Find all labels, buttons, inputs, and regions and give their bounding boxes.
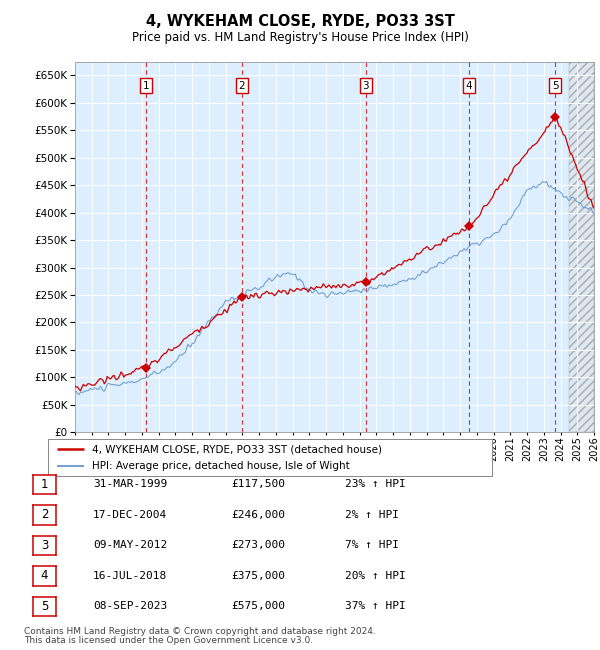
Text: 4, WYKEHAM CLOSE, RYDE, PO33 3ST: 4, WYKEHAM CLOSE, RYDE, PO33 3ST	[146, 14, 454, 29]
Text: 2% ↑ HPI: 2% ↑ HPI	[345, 510, 399, 520]
Text: 3: 3	[41, 539, 48, 552]
Text: 17-DEC-2004: 17-DEC-2004	[93, 510, 167, 520]
Text: 5: 5	[552, 81, 559, 91]
Text: 3: 3	[362, 81, 369, 91]
Text: 7% ↑ HPI: 7% ↑ HPI	[345, 540, 399, 551]
Text: 4: 4	[466, 81, 472, 91]
Text: 09-MAY-2012: 09-MAY-2012	[93, 540, 167, 551]
Text: 2: 2	[41, 508, 48, 521]
Text: 5: 5	[41, 600, 48, 613]
Text: 1: 1	[41, 478, 48, 491]
Text: 16-JUL-2018: 16-JUL-2018	[93, 571, 167, 581]
Text: This data is licensed under the Open Government Licence v3.0.: This data is licensed under the Open Gov…	[24, 636, 313, 645]
Text: £117,500: £117,500	[231, 479, 285, 489]
Text: 1: 1	[143, 81, 149, 91]
Text: Contains HM Land Registry data © Crown copyright and database right 2024.: Contains HM Land Registry data © Crown c…	[24, 627, 376, 636]
Text: 4: 4	[41, 569, 48, 582]
Text: 4, WYKEHAM CLOSE, RYDE, PO33 3ST (detached house): 4, WYKEHAM CLOSE, RYDE, PO33 3ST (detach…	[92, 445, 382, 454]
Text: 20% ↑ HPI: 20% ↑ HPI	[345, 571, 406, 581]
Text: 37% ↑ HPI: 37% ↑ HPI	[345, 601, 406, 612]
Text: 23% ↑ HPI: 23% ↑ HPI	[345, 479, 406, 489]
Text: 31-MAR-1999: 31-MAR-1999	[93, 479, 167, 489]
Text: 08-SEP-2023: 08-SEP-2023	[93, 601, 167, 612]
Text: £375,000: £375,000	[231, 571, 285, 581]
Text: £575,000: £575,000	[231, 601, 285, 612]
Text: £273,000: £273,000	[231, 540, 285, 551]
Text: 2: 2	[238, 81, 245, 91]
Text: £246,000: £246,000	[231, 510, 285, 520]
Text: Price paid vs. HM Land Registry's House Price Index (HPI): Price paid vs. HM Land Registry's House …	[131, 31, 469, 44]
Text: HPI: Average price, detached house, Isle of Wight: HPI: Average price, detached house, Isle…	[92, 462, 350, 471]
